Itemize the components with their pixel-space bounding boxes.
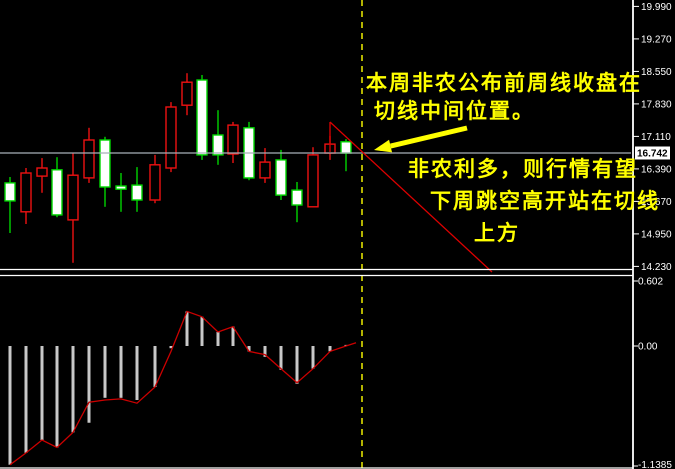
price-axis-tick-label: 18.550 <box>641 67 672 78</box>
candle-down <box>67 153 79 263</box>
candle-body <box>4 182 16 202</box>
price-axis-tick-label: 16.390 <box>641 165 672 176</box>
candle-body <box>340 141 352 154</box>
price-axis-tick-label: 14.950 <box>641 230 672 241</box>
indicator-signal-line <box>9 310 357 466</box>
price-axis-tick-label: 17.830 <box>641 100 672 111</box>
candle-body <box>99 139 111 188</box>
candle-down <box>83 127 95 183</box>
candle-up <box>51 157 63 218</box>
candle-down <box>36 158 48 193</box>
candle-up <box>243 121 255 181</box>
candle-body <box>83 139 95 179</box>
candle-body <box>165 106 177 169</box>
current-price-label: 16.742 <box>637 149 668 160</box>
price-axis-tick-label: 19.990 <box>641 2 672 13</box>
candle-down <box>149 154 161 204</box>
annotation-text-nfp-bullish-1[interactable]: 非农利多，则行情有望 <box>408 157 638 181</box>
candle-body <box>259 161 271 179</box>
candle-body <box>67 174 79 221</box>
annotation-layer: 本周非农公布前周线收盘在 切线中间位置。 非农利多，则行情有望 下周跳空高开站在… <box>366 71 660 245</box>
candle-body <box>36 167 48 177</box>
candle-down <box>181 73 193 116</box>
candle-body <box>212 134 224 156</box>
trendline-descending[interactable] <box>329 121 493 273</box>
price-axis-tick-label: 15.670 <box>641 197 672 208</box>
candle-body <box>275 159 287 196</box>
candle-down <box>259 148 271 183</box>
candle-up <box>99 136 111 207</box>
candle-up <box>131 167 143 212</box>
candle-body <box>149 164 161 201</box>
price-axis-tick-label: 14.230 <box>641 262 672 273</box>
indicator-axis-tick-label: 0.00 <box>638 342 658 353</box>
candle-body <box>131 184 143 201</box>
candle-up <box>340 139 352 172</box>
annotation-text-nfp-bullish-2[interactable]: 下周跳空高开站在切线 <box>430 189 660 213</box>
arrow-head[interactable] <box>374 139 393 153</box>
candle-up <box>275 149 287 200</box>
arrow-shaft[interactable] <box>389 125 468 149</box>
candle-body <box>196 79 208 156</box>
candle-up <box>196 75 208 160</box>
candle-body <box>227 124 239 155</box>
price-axis-tick-label: 17.110 <box>641 132 671 143</box>
annotation-text-weekly-close-1[interactable]: 本周非农公布前周线收盘在 <box>366 71 642 95</box>
indicator-axis-tick-label: -1.1385 <box>638 460 672 469</box>
candle-up <box>291 182 303 223</box>
candle-down <box>227 121 239 163</box>
candle-down <box>20 168 32 224</box>
candle-up <box>4 177 16 233</box>
candle-body <box>20 172 32 213</box>
candle-body <box>51 169 63 216</box>
candle-up <box>212 110 224 165</box>
annotation-text-nfp-bullish-3[interactable]: 上方 <box>474 221 520 245</box>
candle-body <box>307 154 319 208</box>
candle-up <box>115 173 127 212</box>
candle-down <box>165 102 177 173</box>
price-axis-tick-label: 19.270 <box>641 35 672 46</box>
candle-body <box>181 81 193 106</box>
annotation-text-weekly-close-2[interactable]: 切线中间位置。 <box>374 99 535 123</box>
candle-down <box>307 147 319 208</box>
current-price-tag: 16.742 <box>635 146 670 160</box>
candle-body <box>291 189 303 206</box>
indicator-axis-tick-label: 0.602 <box>638 277 663 288</box>
candle-body <box>115 185 127 190</box>
current-price-box <box>635 146 670 160</box>
